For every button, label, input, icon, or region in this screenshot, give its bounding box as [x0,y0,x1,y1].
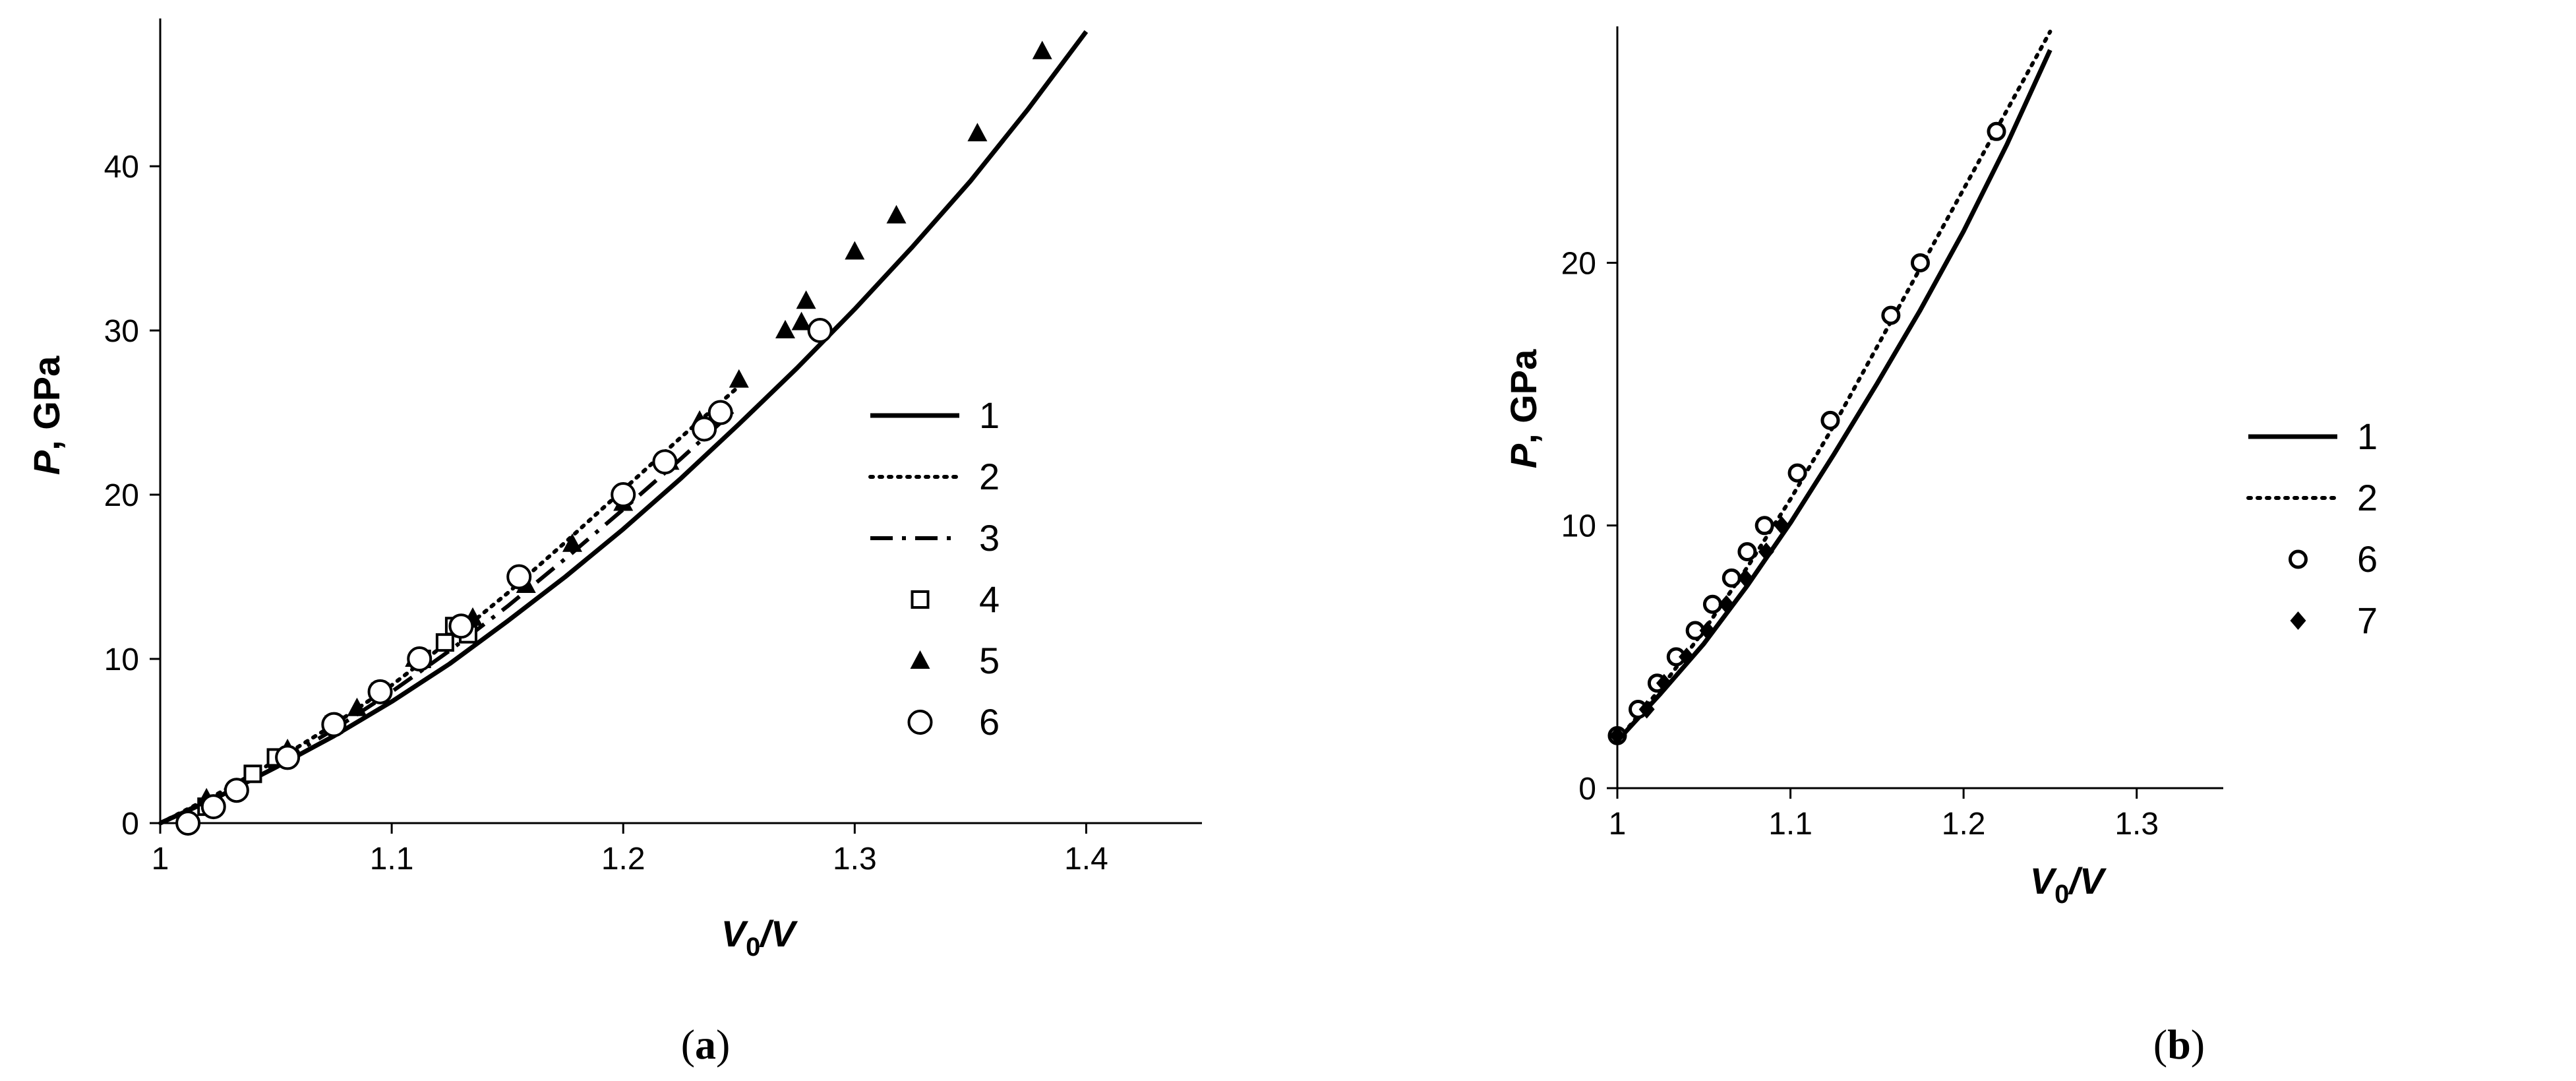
data-point [692,416,717,442]
legend-swatch-7 [2290,611,2306,630]
data-point [562,533,582,552]
legend-label: 1 [979,394,1000,436]
legend-label: 6 [2357,538,2378,580]
data-point [652,449,678,475]
data-point [1718,595,1735,614]
data-point [1722,568,1741,588]
data-point [367,679,393,704]
data-point [1787,463,1807,483]
data-point [347,697,367,716]
data-point [886,204,907,224]
legend-label: 2 [979,456,1000,497]
series-line-1 [159,30,1089,826]
series-line-2 [158,384,741,825]
legend-swatch-4 [911,590,930,609]
legend-label: 4 [979,578,1000,620]
legend-swatch-6 [907,710,933,735]
legend-label: 6 [979,701,1000,743]
data-point [435,633,454,652]
data-point [1774,516,1790,535]
data-point [775,320,795,339]
data-point [1656,673,1672,693]
x-tick-label: 1.4 [1064,842,1108,877]
chart-panel-a: 1 1.1 1.2 1.3 1.4 0 10 20 30 40 V0/V P, GPa (a) 1 2 3 4 5… [26,18,1202,1068]
x-tick-label: 1.3 [833,842,877,877]
data-point [791,311,812,330]
data-point [611,482,636,508]
legend-swatch-5 [910,650,930,669]
data-point [1881,305,1901,325]
legend-swatch-6 [2289,549,2308,569]
data-point [506,564,532,590]
legend-label: 2 [2357,477,2378,518]
y-tick-label: 0 [1578,772,1596,807]
y-tick-label: 0 [121,807,139,842]
data-point [1699,621,1716,640]
series-line-2 [1615,30,2052,743]
x-tick-label: 1 [152,842,169,877]
data-point [845,241,865,260]
legend: 1 2 6 7 [2246,416,2378,641]
x-tick-label: 1.1 [370,842,414,877]
data-point [707,400,733,425]
data-point [729,369,749,388]
data-point [1737,569,1754,588]
legend-label: 3 [979,517,1000,559]
data-point [448,613,474,639]
x-tick-label: 1.2 [1942,807,1986,842]
series-markers-5 [196,40,1052,807]
y-tick-label: 20 [104,478,139,513]
data-point [1820,410,1840,430]
data-point [200,794,226,820]
panel-caption: (a) [681,1021,731,1068]
data-point [275,745,301,770]
y-tick-label: 40 [104,150,139,185]
series-line-3 [159,404,740,825]
x-tick-label: 1.3 [2114,807,2159,842]
data-point [967,123,988,142]
legend-label: 1 [2357,416,2378,457]
data-point [1638,700,1655,719]
panel-caption: (b) [2153,1021,2205,1068]
x-tick-label: 1.1 [1768,807,1812,842]
data-point [175,811,201,836]
series-markers-6 [1607,121,2006,745]
data-point [1754,516,1774,536]
series-markers-7 [1609,516,1790,745]
legend-label: 7 [2357,600,2378,641]
y-tick-label: 10 [104,642,139,677]
x-tick-label: 1 [1609,807,1627,842]
y-axis-label: P, GPa [26,355,67,475]
data-point [1702,594,1722,614]
data-point [243,764,262,784]
data-point [1679,647,1695,666]
x-axis-label: V0/V [721,913,798,962]
y-axis-label: P, GPa [1503,349,1544,468]
series-markers-6 [175,318,833,836]
y-tick-label: 20 [1561,246,1596,281]
legend: 1 2 3 4 5 6 [868,394,1000,743]
data-point [807,318,833,344]
chart-panel-b: 1 1.1 1.2 1.3 0 10 20 V0/V P, GPa (b) 1 2 6 7 [1503,26,2378,1068]
data-point [321,712,347,737]
data-point [224,778,249,803]
data-point [1737,542,1757,562]
data-point [1911,253,1930,272]
data-point [407,646,433,672]
data-point [1987,121,2006,141]
legend-label: 5 [979,640,1000,681]
y-tick-label: 10 [1561,509,1596,544]
data-point [796,290,816,309]
data-point [1032,40,1052,59]
x-axis-label: V0/V [2030,860,2107,909]
data-point [1758,542,1774,561]
data-point [1609,726,1625,745]
x-tick-label: 1.2 [601,842,645,877]
y-tick-label: 30 [104,314,139,349]
